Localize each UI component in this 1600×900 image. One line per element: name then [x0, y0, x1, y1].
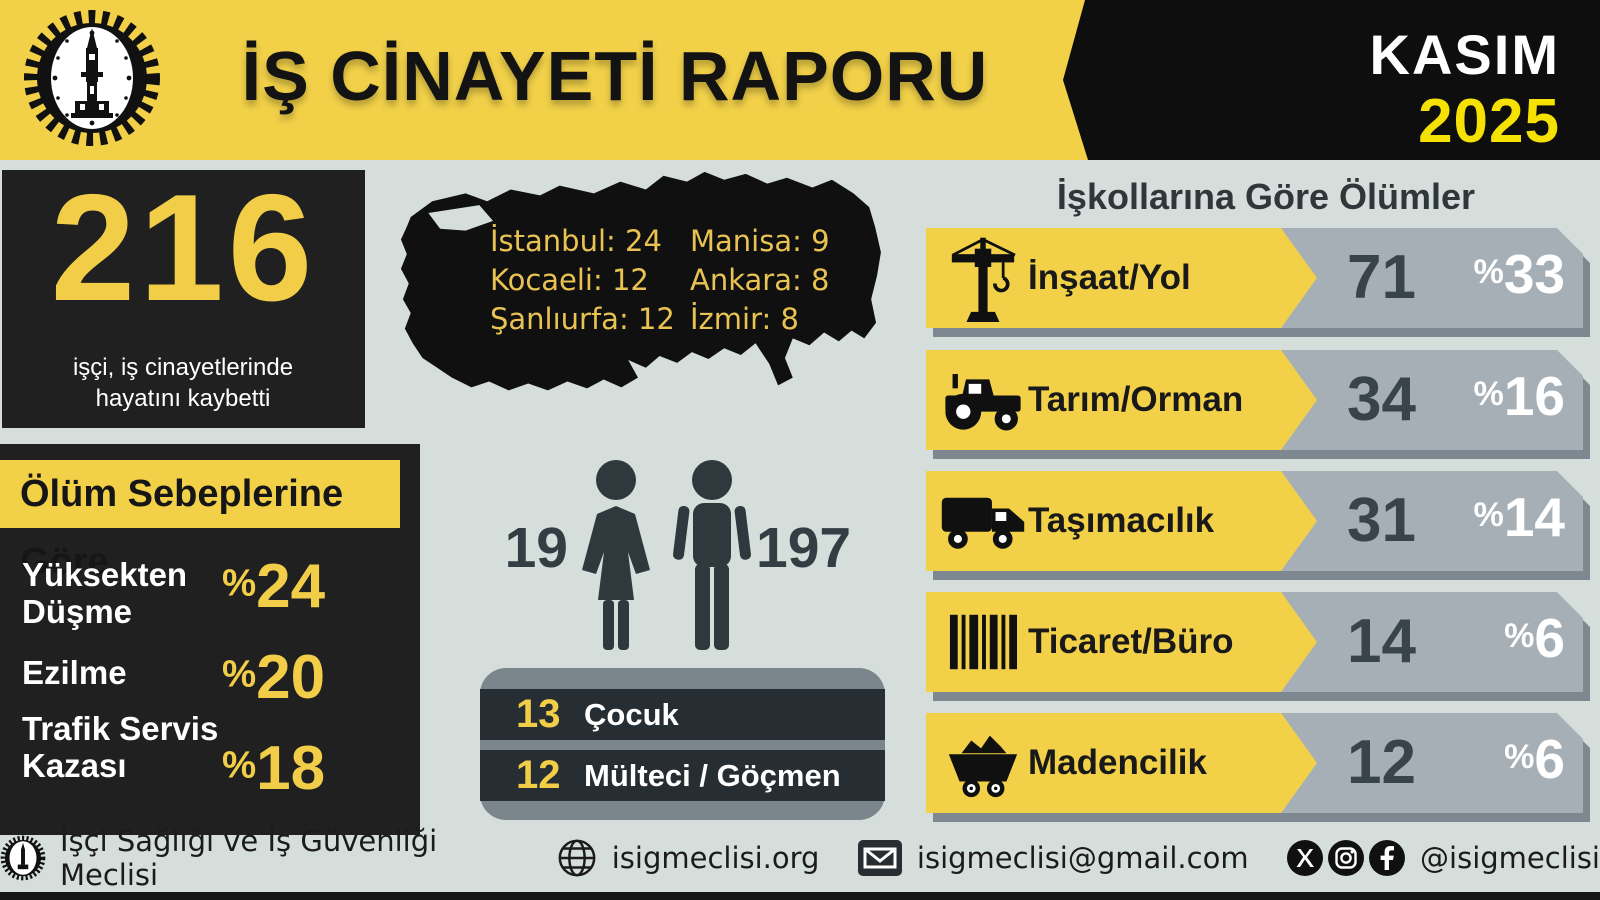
- sector-bar-transport: Taşımacılık 31 %14: [926, 471, 1583, 571]
- total-deaths-panel: 216 işçi, iş cinayetlerinde hayatını kay…: [2, 170, 365, 428]
- map-city: Kocaeli: 12: [490, 263, 649, 297]
- gear-clock-tower-logo-icon: [22, 8, 162, 148]
- bar-body: Taşımacılık 31 %14: [926, 471, 1583, 571]
- man-icon: [666, 458, 758, 658]
- bar-body: Ticaret/Büro 14 %6: [926, 592, 1583, 692]
- percent-sign: %: [222, 561, 257, 605]
- special-groups-panel: 13 Çocuk 12 Mülteci / Göçmen: [480, 668, 885, 820]
- sector-percent-value: 6: [1534, 728, 1565, 791]
- percent-sign: %: [222, 652, 257, 696]
- group-row-refugees: 12 Mülteci / Göçmen: [480, 750, 885, 801]
- sector-percent-value: 6: [1534, 607, 1565, 670]
- sector-percent: %6: [1395, 592, 1565, 682]
- sector-percent-value: 33: [1503, 243, 1565, 306]
- death-causes-header: Ölüm Sebeplerine Göre: [0, 460, 400, 583]
- facebook-icon: [1369, 840, 1406, 876]
- sector-count: 14: [1347, 607, 1416, 676]
- bar-body: Madencilik 12 %6: [926, 713, 1583, 813]
- sector-percent: %6: [1395, 713, 1565, 803]
- map-city: İzmir: 8: [690, 302, 799, 336]
- cause-percent: %24: [222, 556, 325, 618]
- total-deaths-value: 216: [50, 163, 317, 333]
- sector-label: Ticaret/Büro: [1028, 622, 1234, 661]
- sector-label: İnşaat/Yol: [1028, 258, 1191, 297]
- sector-label: Tarım/Orman: [1028, 380, 1244, 419]
- mail-icon: [857, 838, 903, 878]
- footer: İşçi Sağlığı ve İş Güvenliği Meclisi isi…: [0, 824, 1600, 892]
- cause-label: Trafik Servis Kazası: [22, 710, 219, 785]
- minecart-icon: [940, 713, 1026, 813]
- woman-icon: [570, 458, 662, 658]
- sector-count: 31: [1347, 486, 1416, 555]
- sector-percent-value: 14: [1503, 486, 1565, 549]
- footer-org-name: İşçi Sağlığı ve İş Güvenliği Meclisi: [60, 824, 438, 892]
- crane-icon: [940, 228, 1026, 328]
- report-year: 2025: [1418, 87, 1560, 156]
- globe-icon: [556, 837, 598, 879]
- sector-count: 34: [1347, 365, 1416, 434]
- instagram-icon: [1328, 840, 1365, 876]
- page-title: İŞ CİNAYETİ RAPORU: [241, 37, 989, 115]
- sectors-title: İşkollarına Göre Ölümler: [1056, 176, 1476, 217]
- total-deaths-caption: işçi, iş cinayetlerinde hayatını kaybett…: [72, 354, 294, 413]
- sector-count: 71: [1347, 243, 1416, 312]
- percent-sign: %: [1473, 253, 1504, 291]
- sector-percent: %16: [1395, 350, 1565, 440]
- sector-percent: %14: [1395, 471, 1565, 561]
- group-label: Çocuk: [584, 697, 679, 732]
- percent-sign: %: [1504, 617, 1535, 655]
- female-count: 19: [504, 516, 568, 580]
- cause-label: Yüksekten Düşme: [22, 556, 188, 631]
- sector-bar-construction: İnşaat/Yol 71 %33: [926, 228, 1583, 328]
- turkey-map: İstanbul: 24 Kocaeli: 12 Şanlıurfa: 12 M…: [392, 166, 884, 406]
- group-label: Mülteci / Göçmen: [584, 758, 841, 793]
- death-causes-panel: Ölüm Sebeplerine Göre Yüksekten Düşme %2…: [0, 444, 420, 835]
- sector-label: Madencilik: [1028, 743, 1207, 782]
- male-count: 197: [756, 516, 852, 580]
- percent-sign: %: [1473, 375, 1504, 413]
- map-city: İstanbul: 24: [490, 224, 662, 258]
- map-city: Ankara: 8: [690, 263, 830, 297]
- cause-percent-value: 20: [256, 643, 326, 712]
- footer-website: isigmeclisi.org: [611, 841, 820, 875]
- cause-label: Ezilme: [22, 654, 127, 691]
- sector-label: Taşımacılık: [1028, 501, 1215, 540]
- footer-logo-icon: [0, 835, 46, 881]
- sector-bar-agriculture: Tarım/Orman 34 %16: [926, 350, 1583, 450]
- turkey-map-silhouette: [400, 171, 881, 391]
- x-twitter-icon: [1287, 840, 1324, 876]
- report-month: KASIM: [1369, 23, 1560, 86]
- sector-count: 12: [1347, 728, 1416, 797]
- map-city-list-left: İstanbul: 24 Kocaeli: 12 Şanlıurfa: 12: [490, 222, 675, 339]
- cause-percent-value: 24: [256, 552, 326, 621]
- percent-sign: %: [1504, 738, 1535, 776]
- cause-percent: %20: [222, 647, 325, 709]
- group-count: 12: [516, 753, 561, 797]
- tractor-icon: [940, 350, 1026, 450]
- group-count: 13: [516, 692, 561, 736]
- bar-body: İnşaat/Yol 71 %33: [926, 228, 1583, 328]
- truck-icon: [940, 471, 1026, 571]
- map-city: Manisa: 9: [690, 224, 830, 258]
- bar-body: Tarım/Orman 34 %16: [926, 350, 1583, 450]
- percent-sign: %: [1473, 496, 1504, 534]
- percent-sign: %: [222, 743, 257, 787]
- cause-percent-value: 18: [256, 734, 326, 803]
- map-city-list-right: Manisa: 9 Ankara: 8 İzmir: 8: [690, 222, 830, 339]
- cause-percent: %18: [222, 738, 325, 800]
- barcode-icon: [940, 592, 1026, 692]
- map-city: Şanlıurfa: 12: [490, 302, 675, 336]
- sector-percent: %33: [1395, 228, 1565, 318]
- header-date-panel: [1063, 0, 1600, 160]
- death-causes-title: Ölüm Sebeplerine Göre: [20, 473, 344, 583]
- group-row-children: 13 Çocuk: [480, 689, 885, 740]
- sector-bar-commerce: Ticaret/Büro 14 %6: [926, 592, 1583, 692]
- footer-email: isigmeclisi@gmail.com: [916, 841, 1249, 875]
- sector-bar-mining: Madencilik 12 %6: [926, 713, 1583, 813]
- social-icons: [1286, 839, 1406, 877]
- bottom-strip: [0, 892, 1600, 900]
- sector-percent-value: 16: [1503, 365, 1565, 428]
- footer-social-handle: @isigmeclisi: [1420, 841, 1600, 875]
